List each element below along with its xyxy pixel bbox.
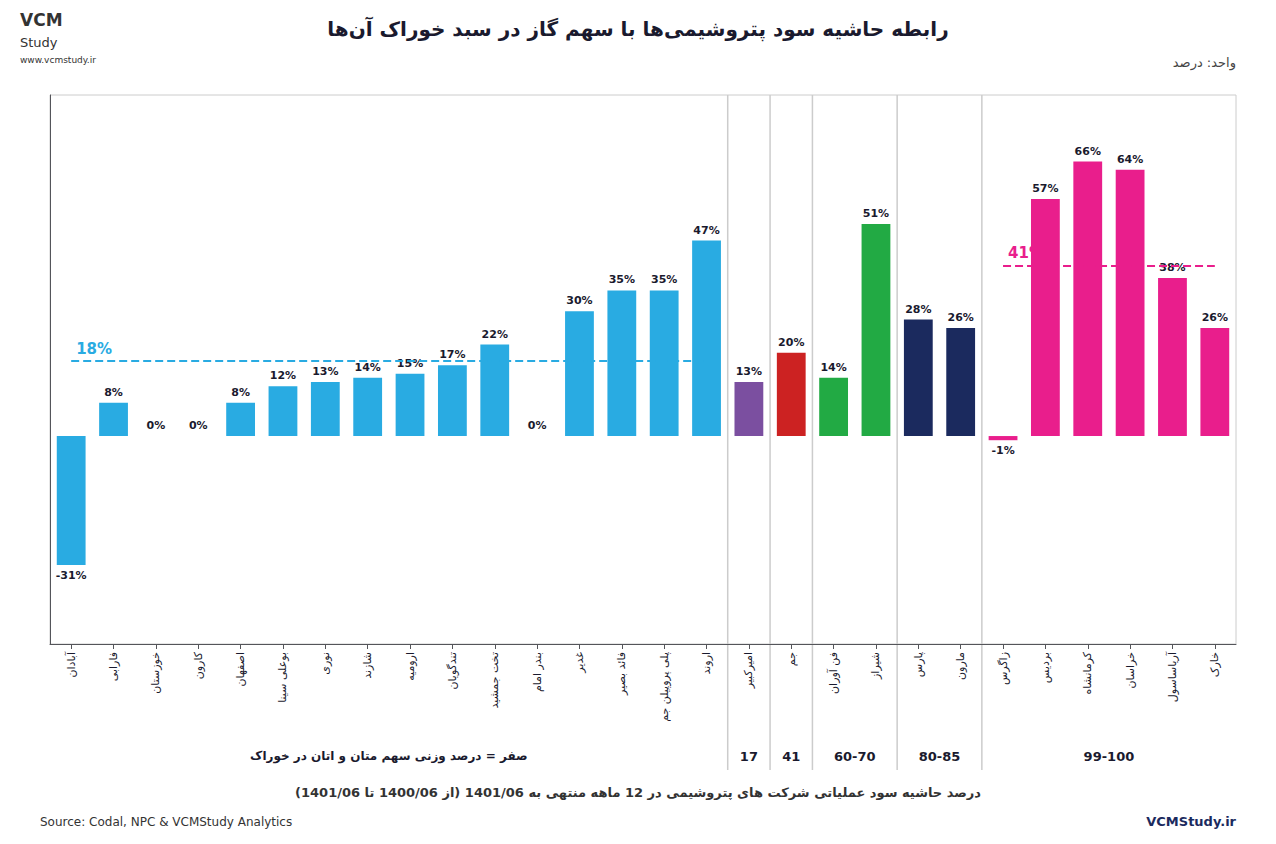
svg-text:زاگرس: زاگرس — [997, 652, 1010, 685]
svg-text:26%: 26% — [1202, 311, 1228, 324]
svg-text:خوزستان: خوزستان — [149, 652, 162, 694]
svg-text:خارک: خارک — [1208, 652, 1221, 677]
svg-text:آبادان: آبادان — [64, 651, 78, 677]
svg-text:شازند: شازند — [361, 652, 374, 679]
svg-text:Study: Study — [20, 35, 58, 50]
svg-text:صفر = درصد وزنی سهم متان و اتا: صفر = درصد وزنی سهم متان و اتان در خوراک — [250, 749, 528, 764]
svg-text:18%: 18% — [76, 340, 112, 358]
svg-text:28%: 28% — [905, 303, 931, 316]
svg-text:فارابی: فارابی — [107, 652, 120, 681]
svg-text:کارون: کارون — [192, 651, 205, 679]
svg-text:بردیس: بردیس — [1039, 652, 1052, 683]
svg-text:فن آوران: فن آوران — [826, 652, 840, 694]
svg-text:35%: 35% — [609, 273, 635, 286]
svg-text:پلی پروپیلن جم: پلی پروپیلن جم — [658, 652, 671, 722]
svg-text:رابطه حاشیه سود پتروشیمی‌ها با: رابطه حاشیه سود پتروشیمی‌ها با سهم گاز د… — [327, 16, 948, 42]
svg-text:17: 17 — [740, 749, 758, 764]
svg-text:پارس: پارس — [912, 652, 925, 677]
svg-text:درصد حاشیه سود عملیاتی شرکت ها: درصد حاشیه سود عملیاتی شرکت های پتروشیمی… — [295, 785, 981, 800]
svg-text:64%: 64% — [1117, 153, 1143, 166]
svg-text:امیرکبیر: امیرکبیر — [742, 652, 755, 689]
svg-text:20%: 20% — [778, 336, 804, 349]
svg-text:ارومیه: ارومیه — [404, 652, 417, 681]
svg-text:14%: 14% — [355, 361, 381, 374]
svg-text:اصفهان: اصفهان — [234, 652, 247, 686]
svg-text:تندگویان: تندگویان — [446, 652, 459, 690]
svg-text:30%: 30% — [566, 294, 592, 307]
svg-text:41%: 41% — [1008, 244, 1044, 262]
svg-text:واحد: درصد: واحد: درصد — [1173, 55, 1236, 71]
svg-text:22%: 22% — [482, 328, 508, 341]
svg-text:17%: 17% — [439, 348, 465, 361]
svg-text:8%: 8% — [231, 386, 250, 399]
svg-text:شیراز: شیراز — [869, 652, 882, 680]
svg-text:60-70: 60-70 — [834, 749, 876, 764]
svg-text:جم: جم — [785, 652, 798, 666]
svg-text:15%: 15% — [397, 357, 423, 370]
svg-text:35%: 35% — [651, 273, 677, 286]
svg-text:بندر امام: بندر امام — [531, 652, 544, 692]
svg-text:فائد بصیر: فائد بصیر — [615, 652, 628, 696]
svg-text:VCMStudy.ir: VCMStudy.ir — [1146, 814, 1236, 829]
svg-text:47%: 47% — [693, 224, 719, 237]
svg-text:www.vcmstudy.ir: www.vcmstudy.ir — [20, 55, 96, 65]
svg-text:کرمانشاه: کرمانشاه — [1081, 651, 1094, 694]
svg-text:0%: 0% — [147, 419, 166, 432]
svg-text:14%: 14% — [820, 361, 846, 374]
svg-text:13%: 13% — [736, 365, 762, 378]
svg-text:26%: 26% — [948, 311, 974, 324]
svg-text:مارون: مارون — [954, 652, 967, 680]
svg-text:12%: 12% — [270, 369, 296, 382]
svg-text:99-100: 99-100 — [1084, 749, 1135, 764]
svg-text:غدیر: غدیر — [573, 652, 586, 674]
svg-text:VCM: VCM — [20, 10, 63, 30]
svg-text:-31%: -31% — [56, 569, 87, 582]
svg-text:تخت جمشید: تخت جمشید — [488, 652, 501, 709]
svg-text:Source: Codal, NPC & VCMStudy: Source: Codal, NPC & VCMStudy Analytics — [40, 815, 292, 829]
svg-text:-1%: -1% — [991, 444, 1014, 457]
svg-text:نوری: نوری — [319, 652, 332, 675]
svg-text:0%: 0% — [528, 419, 547, 432]
svg-text:0%: 0% — [189, 419, 208, 432]
svg-text:13%: 13% — [312, 365, 338, 378]
svg-text:8%: 8% — [104, 386, 123, 399]
svg-text:38%: 38% — [1159, 261, 1185, 274]
svg-text:57%: 57% — [1032, 182, 1058, 195]
svg-text:بوعلی سینا: بوعلی سینا — [276, 652, 289, 703]
svg-text:41: 41 — [782, 749, 800, 764]
svg-text:66%: 66% — [1075, 145, 1101, 158]
svg-text:80-85: 80-85 — [919, 749, 961, 764]
svg-text:51%: 51% — [863, 207, 889, 220]
svg-text:آریاساسول: آریاساسول — [1165, 651, 1179, 702]
svg-text:اروند: اروند — [700, 652, 713, 675]
svg-text:خراسان: خراسان — [1124, 652, 1137, 689]
